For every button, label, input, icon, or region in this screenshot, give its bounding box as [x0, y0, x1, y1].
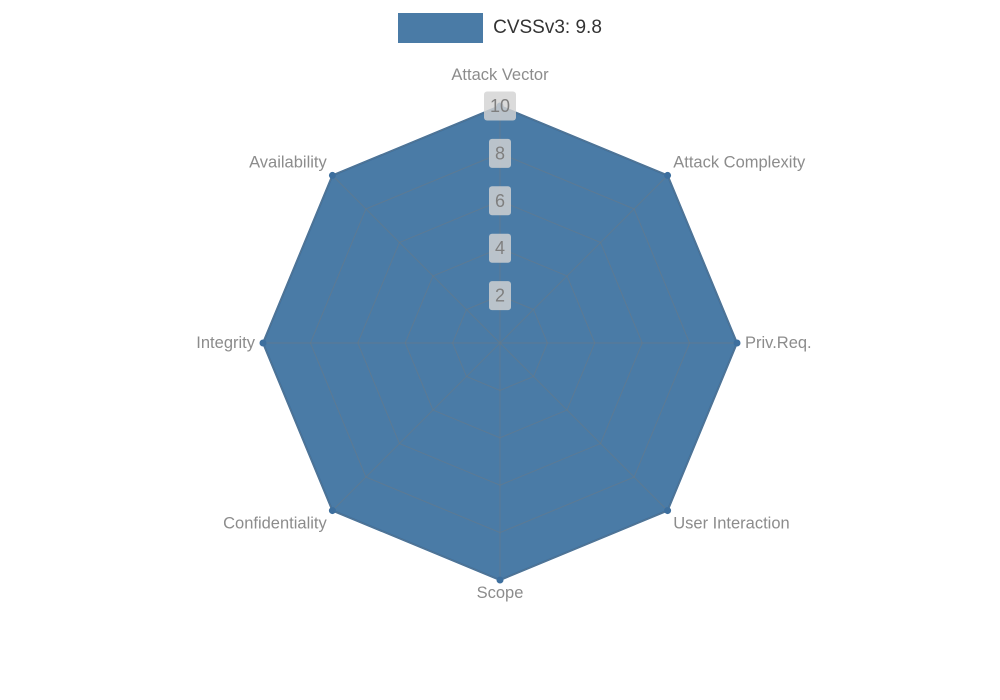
data-point [664, 507, 672, 515]
tick-label: 6 [495, 191, 505, 211]
axis-label: Integrity [196, 334, 255, 352]
data-point [328, 171, 336, 179]
axis-label: Confidentiality [223, 514, 327, 532]
tick-label: 10 [490, 96, 510, 116]
axis-label: Priv.Req. [745, 334, 812, 352]
data-point [733, 339, 741, 347]
tick-label: 4 [495, 238, 505, 258]
tick-label-box [489, 138, 511, 168]
axis-label: User Interaction [673, 514, 789, 532]
axis-label: Availability [249, 154, 327, 172]
tick-label-box [489, 186, 511, 216]
data-point [259, 339, 267, 347]
data-point [664, 171, 672, 179]
axis-spoke [499, 342, 668, 511]
data-point [328, 507, 336, 515]
axis-label: Attack Complexity [673, 154, 806, 172]
axis-spoke [332, 175, 501, 344]
axis-spoke [332, 342, 501, 511]
tick-label-box [484, 91, 516, 121]
data-point [496, 576, 504, 584]
tick-label: 8 [495, 143, 505, 163]
axis-label: Attack Vector [451, 66, 549, 84]
tick-label: 2 [495, 286, 505, 306]
axis-spoke [499, 175, 668, 344]
tick-label-box [489, 233, 511, 263]
tick-label-box [489, 281, 511, 311]
axis-label: Scope [477, 584, 524, 602]
